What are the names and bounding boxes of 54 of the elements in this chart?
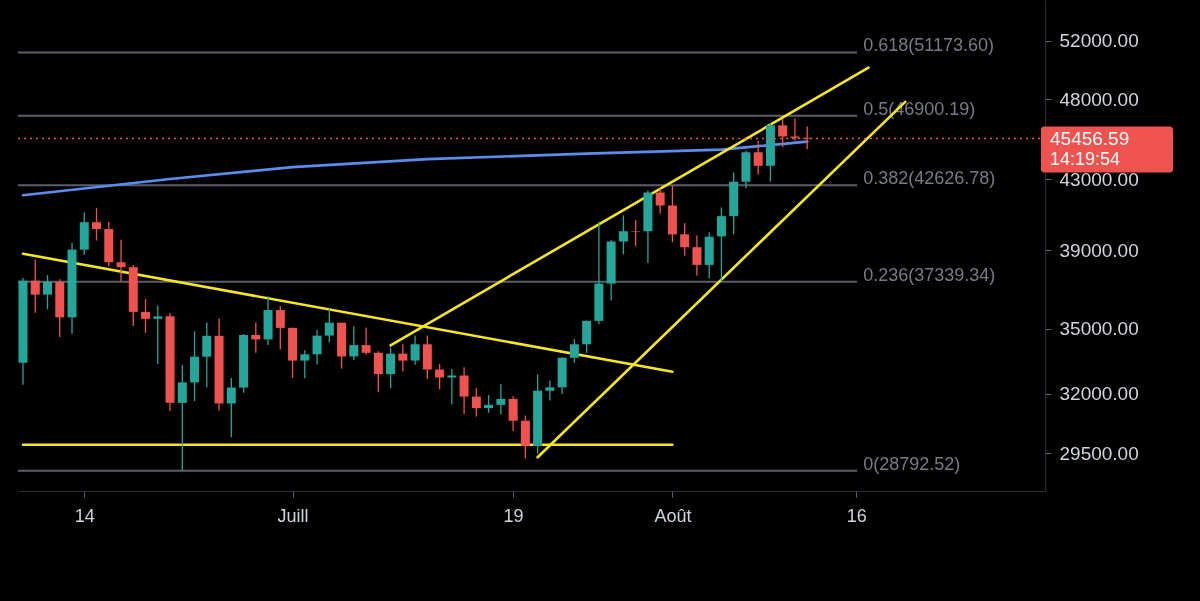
candlestick [153,304,163,365]
y-tick-label: 48000.00 [1059,88,1139,110]
y-tick-label: 39000.00 [1059,239,1139,261]
candlestick [141,298,151,334]
candlestick [618,214,628,255]
candlestick [300,349,310,379]
candlestick [459,366,469,415]
candlestick [680,222,690,257]
candlestick [508,395,518,432]
candlestick [631,219,641,247]
candlestick [177,364,187,471]
candlestick [312,329,322,366]
candlestick [361,326,371,356]
candlestick [386,347,396,389]
candlestick [569,338,579,364]
candlestick [226,377,236,438]
candlestick [410,334,420,366]
candlestick [496,383,506,416]
x-tick-label: Juill [277,505,309,526]
line-series [21,140,809,197]
y-tick-label: 32000.00 [1059,383,1139,405]
candlestick [655,187,665,215]
x-tick-label: 16 [846,505,867,526]
y-tick-label: 52000.00 [1059,30,1139,52]
candlestick [692,234,702,277]
x-tick-label: 19 [503,505,524,526]
candlestick [545,379,555,402]
candlestick [202,321,212,388]
candlestick [116,239,126,282]
ref-line-label: 0(28792.52) [863,453,961,474]
candlestick [251,321,261,354]
ref-line-label: 0.236(37339.34) [863,264,996,285]
candlestick [398,343,408,373]
candlestick [447,368,457,405]
y-tick-label: 43000.00 [1059,168,1139,190]
y-tick-label: 35000.00 [1059,318,1139,340]
candlestick [92,207,102,242]
text: 14:19:54 [1050,148,1121,169]
ref-line-label: 0.618(51173.60) [863,35,994,56]
candlestick [349,325,359,361]
x-tick-label: 14 [74,505,95,526]
candlestick [43,274,53,311]
candlestick [275,305,285,351]
candlestick [582,319,592,354]
ref-line-label: 0.382(42626.78) [863,168,996,189]
candlestick [373,350,383,393]
y-tick-label: 29500.00 [1059,442,1139,464]
ref-line-label: 45456.59 [1050,127,1130,149]
candlestick [716,206,726,283]
candlestick [753,140,763,176]
candlestick [471,387,481,418]
x-tick-label: Août [654,505,692,526]
candlestick [324,308,334,343]
candlestick [30,258,40,314]
